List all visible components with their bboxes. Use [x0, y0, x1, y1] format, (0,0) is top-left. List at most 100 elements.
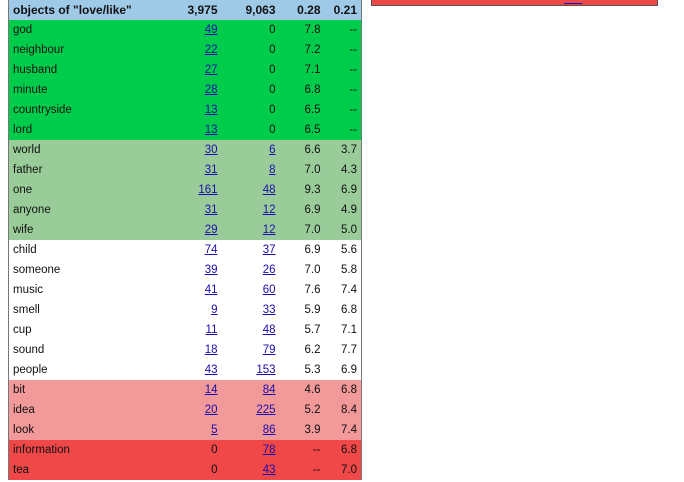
row-count-1-link[interactable]: 20: [204, 404, 218, 416]
row-count-2-link[interactable]: 12: [262, 204, 276, 216]
row-count-1-link[interactable]: 31: [204, 204, 218, 216]
row-count-2-cell: 0: [221, 100, 280, 120]
row-count-1-cell: 0: [148, 460, 222, 480]
row-count-2-link[interactable]: 8: [269, 164, 276, 176]
table-row: one 161 48 9.3 6.9: [8, 180, 362, 200]
row-word-cell: god: [8, 20, 149, 40]
row-count-1-link[interactable]: 22: [204, 44, 218, 56]
row-score-1-cell: 7.0: [279, 220, 325, 240]
row-count-2-cell: 26: [221, 260, 280, 280]
row-count-2-link[interactable]: 37: [262, 244, 276, 256]
table-row: wife 29 12 7.0 5.0: [8, 220, 362, 240]
collocation-table: objects of "love/like" 3,975 9,063 0.28 …: [8, 0, 362, 480]
row-count-1-link[interactable]: 14: [204, 384, 218, 396]
row-count-1-cell: 5: [148, 420, 222, 440]
row-word-cell: anyone: [8, 200, 149, 220]
header-label: objects of "love/like": [8, 0, 149, 20]
row-count-2-link[interactable]: 26: [262, 264, 276, 276]
row-count-2-cell: 43: [221, 460, 280, 480]
row-count-2-link[interactable]: 84: [262, 384, 276, 396]
row-score-2-cell: 5.6: [324, 240, 362, 260]
row-count-1-link[interactable]: 5: [211, 424, 218, 436]
row-count-2-cell: 0: [221, 60, 280, 80]
row-count-1-link[interactable]: 43: [204, 364, 218, 376]
table-row: tea 0 43 -- 7.0: [8, 460, 362, 480]
row-count-1-link[interactable]: 27: [204, 64, 218, 76]
row-count-1-link[interactable]: 13: [204, 124, 218, 136]
table-row: father 31 8 7.0 4.3: [8, 160, 362, 180]
row-count-1-link[interactable]: 11: [205, 324, 218, 336]
row-count-2-link[interactable]: 48: [262, 184, 276, 196]
row-count-1-link[interactable]: 29: [204, 224, 218, 236]
row-count-2-link[interactable]: 78: [262, 444, 276, 456]
row-score-2-cell: 4.3: [324, 160, 362, 180]
row-count-2-link[interactable]: 43: [262, 464, 276, 476]
row-score-2-cell: 5.0: [324, 220, 362, 240]
row-count-2-cell: 60: [221, 280, 280, 300]
row-score-2-cell: 6.8: [324, 440, 362, 460]
row-count-2-link[interactable]: 48: [262, 324, 276, 336]
row-score-2-cell: 7.7: [324, 340, 362, 360]
row-word-cell: wife: [8, 220, 149, 240]
adjacent-table-link[interactable]: [564, 0, 582, 4]
row-count-2-link[interactable]: 6: [269, 144, 276, 156]
row-word-cell: tea: [8, 460, 149, 480]
table-row: anyone 31 12 6.9 4.9: [8, 200, 362, 220]
row-count-1-cell: 28: [148, 80, 222, 100]
row-count-2-cell: 48: [221, 180, 280, 200]
row-count-1-link[interactable]: 41: [204, 284, 218, 296]
row-count-2-cell: 0: [221, 80, 280, 100]
row-count-1-link[interactable]: 28: [204, 84, 218, 96]
row-count-2-cell: 33: [221, 300, 280, 320]
row-count-2-cell: 153: [221, 360, 280, 380]
row-score-1-cell: 9.3: [279, 180, 325, 200]
row-score-1-cell: 5.3: [279, 360, 325, 380]
row-score-1-cell: 7.8: [279, 20, 325, 40]
row-count-1-cell: 11: [148, 320, 222, 340]
row-count-2-link[interactable]: 79: [262, 344, 276, 356]
row-score-2-cell: 6.9: [324, 180, 362, 200]
row-count-2-link[interactable]: 86: [262, 424, 276, 436]
row-count-1-link[interactable]: 31: [204, 164, 218, 176]
row-score-1-cell: 7.2: [279, 40, 325, 60]
table-row: neighbour 22 0 7.2 --: [8, 40, 362, 60]
row-count-1-cell: 22: [148, 40, 222, 60]
row-score-2-cell: 7.0: [324, 460, 362, 480]
row-count-1-link[interactable]: 39: [204, 264, 218, 276]
row-count-1-link[interactable]: 18: [204, 344, 218, 356]
row-score-1-cell: 3.9: [279, 420, 325, 440]
row-count-2-link[interactable]: 60: [262, 284, 276, 296]
row-score-2-cell: --: [324, 20, 362, 40]
row-count-1-link[interactable]: 13: [204, 104, 218, 116]
row-count-1-cell: 43: [148, 360, 222, 380]
row-word-cell: countryside: [8, 100, 149, 120]
row-score-1-cell: 5.2: [279, 400, 325, 420]
row-count-1-link[interactable]: 49: [204, 24, 218, 36]
row-count-1-cell: 20: [148, 400, 222, 420]
table-row: someone 39 26 7.0 5.8: [8, 260, 362, 280]
row-count-1-link[interactable]: 30: [204, 144, 218, 156]
row-count-2-cell: 0: [221, 120, 280, 140]
row-count-1-link[interactable]: 9: [211, 304, 218, 316]
row-score-2-cell: --: [324, 80, 362, 100]
table-row: bit 14 84 4.6 6.8: [8, 380, 362, 400]
row-count-2-link[interactable]: 153: [256, 364, 276, 376]
row-word-cell: minute: [8, 80, 149, 100]
table-row: lord 13 0 6.5 --: [8, 120, 362, 140]
row-count-2-cell: 12: [221, 220, 280, 240]
table-row: child 74 37 6.9 5.6: [8, 240, 362, 260]
header-total-1: 3,975: [148, 0, 222, 20]
header-score-2: 0.21: [324, 0, 362, 20]
row-count-2-cell: 8: [221, 160, 280, 180]
row-count-1-link[interactable]: 161: [198, 184, 218, 196]
row-word-cell: people: [8, 360, 149, 380]
row-count-2-link[interactable]: 33: [262, 304, 276, 316]
table-header-row: objects of "love/like" 3,975 9,063 0.28 …: [8, 0, 362, 20]
table-row: world 30 6 6.6 3.7: [8, 140, 362, 160]
row-count-1-link[interactable]: 74: [204, 244, 218, 256]
row-count-2-link[interactable]: 225: [256, 404, 276, 416]
row-score-2-cell: --: [324, 40, 362, 60]
row-score-1-cell: 6.5: [279, 120, 325, 140]
row-word-cell: someone: [8, 260, 149, 280]
row-count-2-link[interactable]: 12: [262, 224, 276, 236]
